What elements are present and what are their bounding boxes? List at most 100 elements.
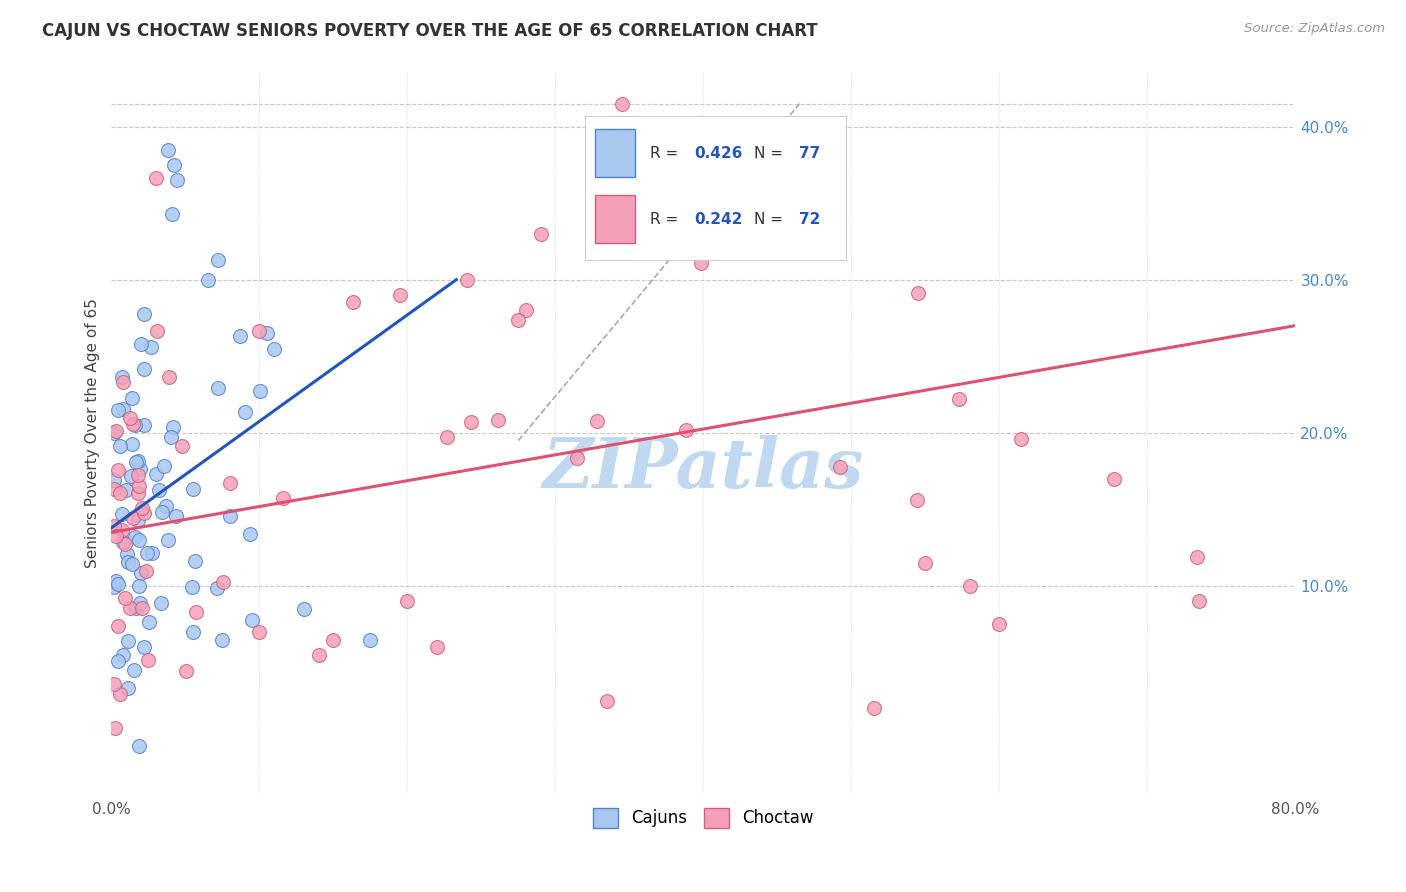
- Point: [121, 437, 143, 451]
- Point: [1010, 432, 1032, 446]
- Point: [112, 535, 135, 549]
- Point: [127, 468, 149, 483]
- Point: [1188, 594, 1211, 608]
- Point: [104, 721, 127, 735]
- Point: [128, 739, 150, 753]
- Point: [292, 602, 315, 616]
- Point: [146, 324, 169, 338]
- Point: [103, 474, 125, 488]
- Point: [207, 253, 229, 268]
- Point: [103, 676, 125, 690]
- Point: [145, 467, 167, 481]
- Point: [134, 417, 156, 432]
- Point: [240, 613, 263, 627]
- Point: [128, 596, 150, 610]
- Point: [219, 476, 242, 491]
- Point: [120, 411, 142, 425]
- Point: [129, 462, 152, 476]
- Point: [181, 580, 204, 594]
- Point: [157, 370, 180, 384]
- Point: [107, 403, 129, 417]
- Point: [153, 458, 176, 473]
- Point: [460, 415, 482, 429]
- Point: [128, 478, 150, 492]
- Point: [117, 555, 139, 569]
- Point: [586, 413, 609, 427]
- Point: [155, 499, 177, 513]
- Point: [436, 430, 458, 444]
- Point: [103, 580, 125, 594]
- Point: [103, 426, 125, 441]
- Point: [530, 227, 553, 241]
- Point: [138, 615, 160, 629]
- Point: [396, 594, 419, 608]
- Point: [124, 417, 146, 432]
- Point: [115, 547, 138, 561]
- Point: [506, 313, 529, 327]
- Point: [131, 566, 153, 580]
- Point: [162, 158, 184, 172]
- Point: [988, 617, 1011, 632]
- Point: [122, 663, 145, 677]
- Point: [112, 375, 135, 389]
- Point: [118, 601, 141, 615]
- Point: [176, 664, 198, 678]
- Point: [486, 413, 509, 427]
- Point: [127, 513, 149, 527]
- Point: [212, 575, 235, 590]
- Point: [184, 605, 207, 619]
- Point: [107, 463, 129, 477]
- Point: [170, 438, 193, 452]
- Point: [134, 307, 156, 321]
- Point: [110, 486, 132, 500]
- Point: [131, 601, 153, 615]
- Point: [247, 324, 270, 338]
- Point: [135, 546, 157, 560]
- Point: [135, 564, 157, 578]
- Text: CAJUN VS CHOCTAW SENIORS POVERTY OVER THE AGE OF 65 CORRELATION CHART: CAJUN VS CHOCTAW SENIORS POVERTY OVER TH…: [42, 22, 818, 40]
- Point: [675, 423, 697, 437]
- Point: [107, 619, 129, 633]
- Point: [103, 482, 125, 496]
- Point: [219, 508, 242, 523]
- Point: [122, 511, 145, 525]
- Point: [229, 329, 252, 343]
- Point: [1102, 472, 1125, 486]
- Point: [322, 632, 344, 647]
- Point: [263, 342, 285, 356]
- Point: [165, 508, 187, 523]
- Point: [129, 337, 152, 351]
- Point: [121, 391, 143, 405]
- Point: [426, 640, 449, 655]
- Point: [110, 507, 132, 521]
- Point: [166, 173, 188, 187]
- Point: [648, 150, 671, 164]
- Point: [610, 96, 633, 111]
- Point: [359, 632, 381, 647]
- Point: [114, 591, 136, 606]
- Legend: Cajuns, Choctaw: Cajuns, Choctaw: [586, 801, 821, 835]
- Point: [131, 500, 153, 515]
- Point: [1185, 549, 1208, 564]
- Point: [112, 401, 135, 416]
- Point: [596, 694, 619, 708]
- Point: [114, 483, 136, 497]
- Point: [125, 600, 148, 615]
- Point: [117, 633, 139, 648]
- Point: [156, 533, 179, 547]
- Point: [197, 273, 219, 287]
- Point: [160, 207, 183, 221]
- Point: [456, 273, 478, 287]
- Point: [914, 556, 936, 570]
- Point: [308, 648, 330, 662]
- Point: [108, 687, 131, 701]
- Point: [111, 523, 134, 537]
- Point: [160, 430, 183, 444]
- Point: [128, 533, 150, 547]
- Point: [104, 574, 127, 588]
- Point: [156, 143, 179, 157]
- Point: [389, 288, 412, 302]
- Point: [205, 581, 228, 595]
- Point: [233, 405, 256, 419]
- Point: [948, 392, 970, 407]
